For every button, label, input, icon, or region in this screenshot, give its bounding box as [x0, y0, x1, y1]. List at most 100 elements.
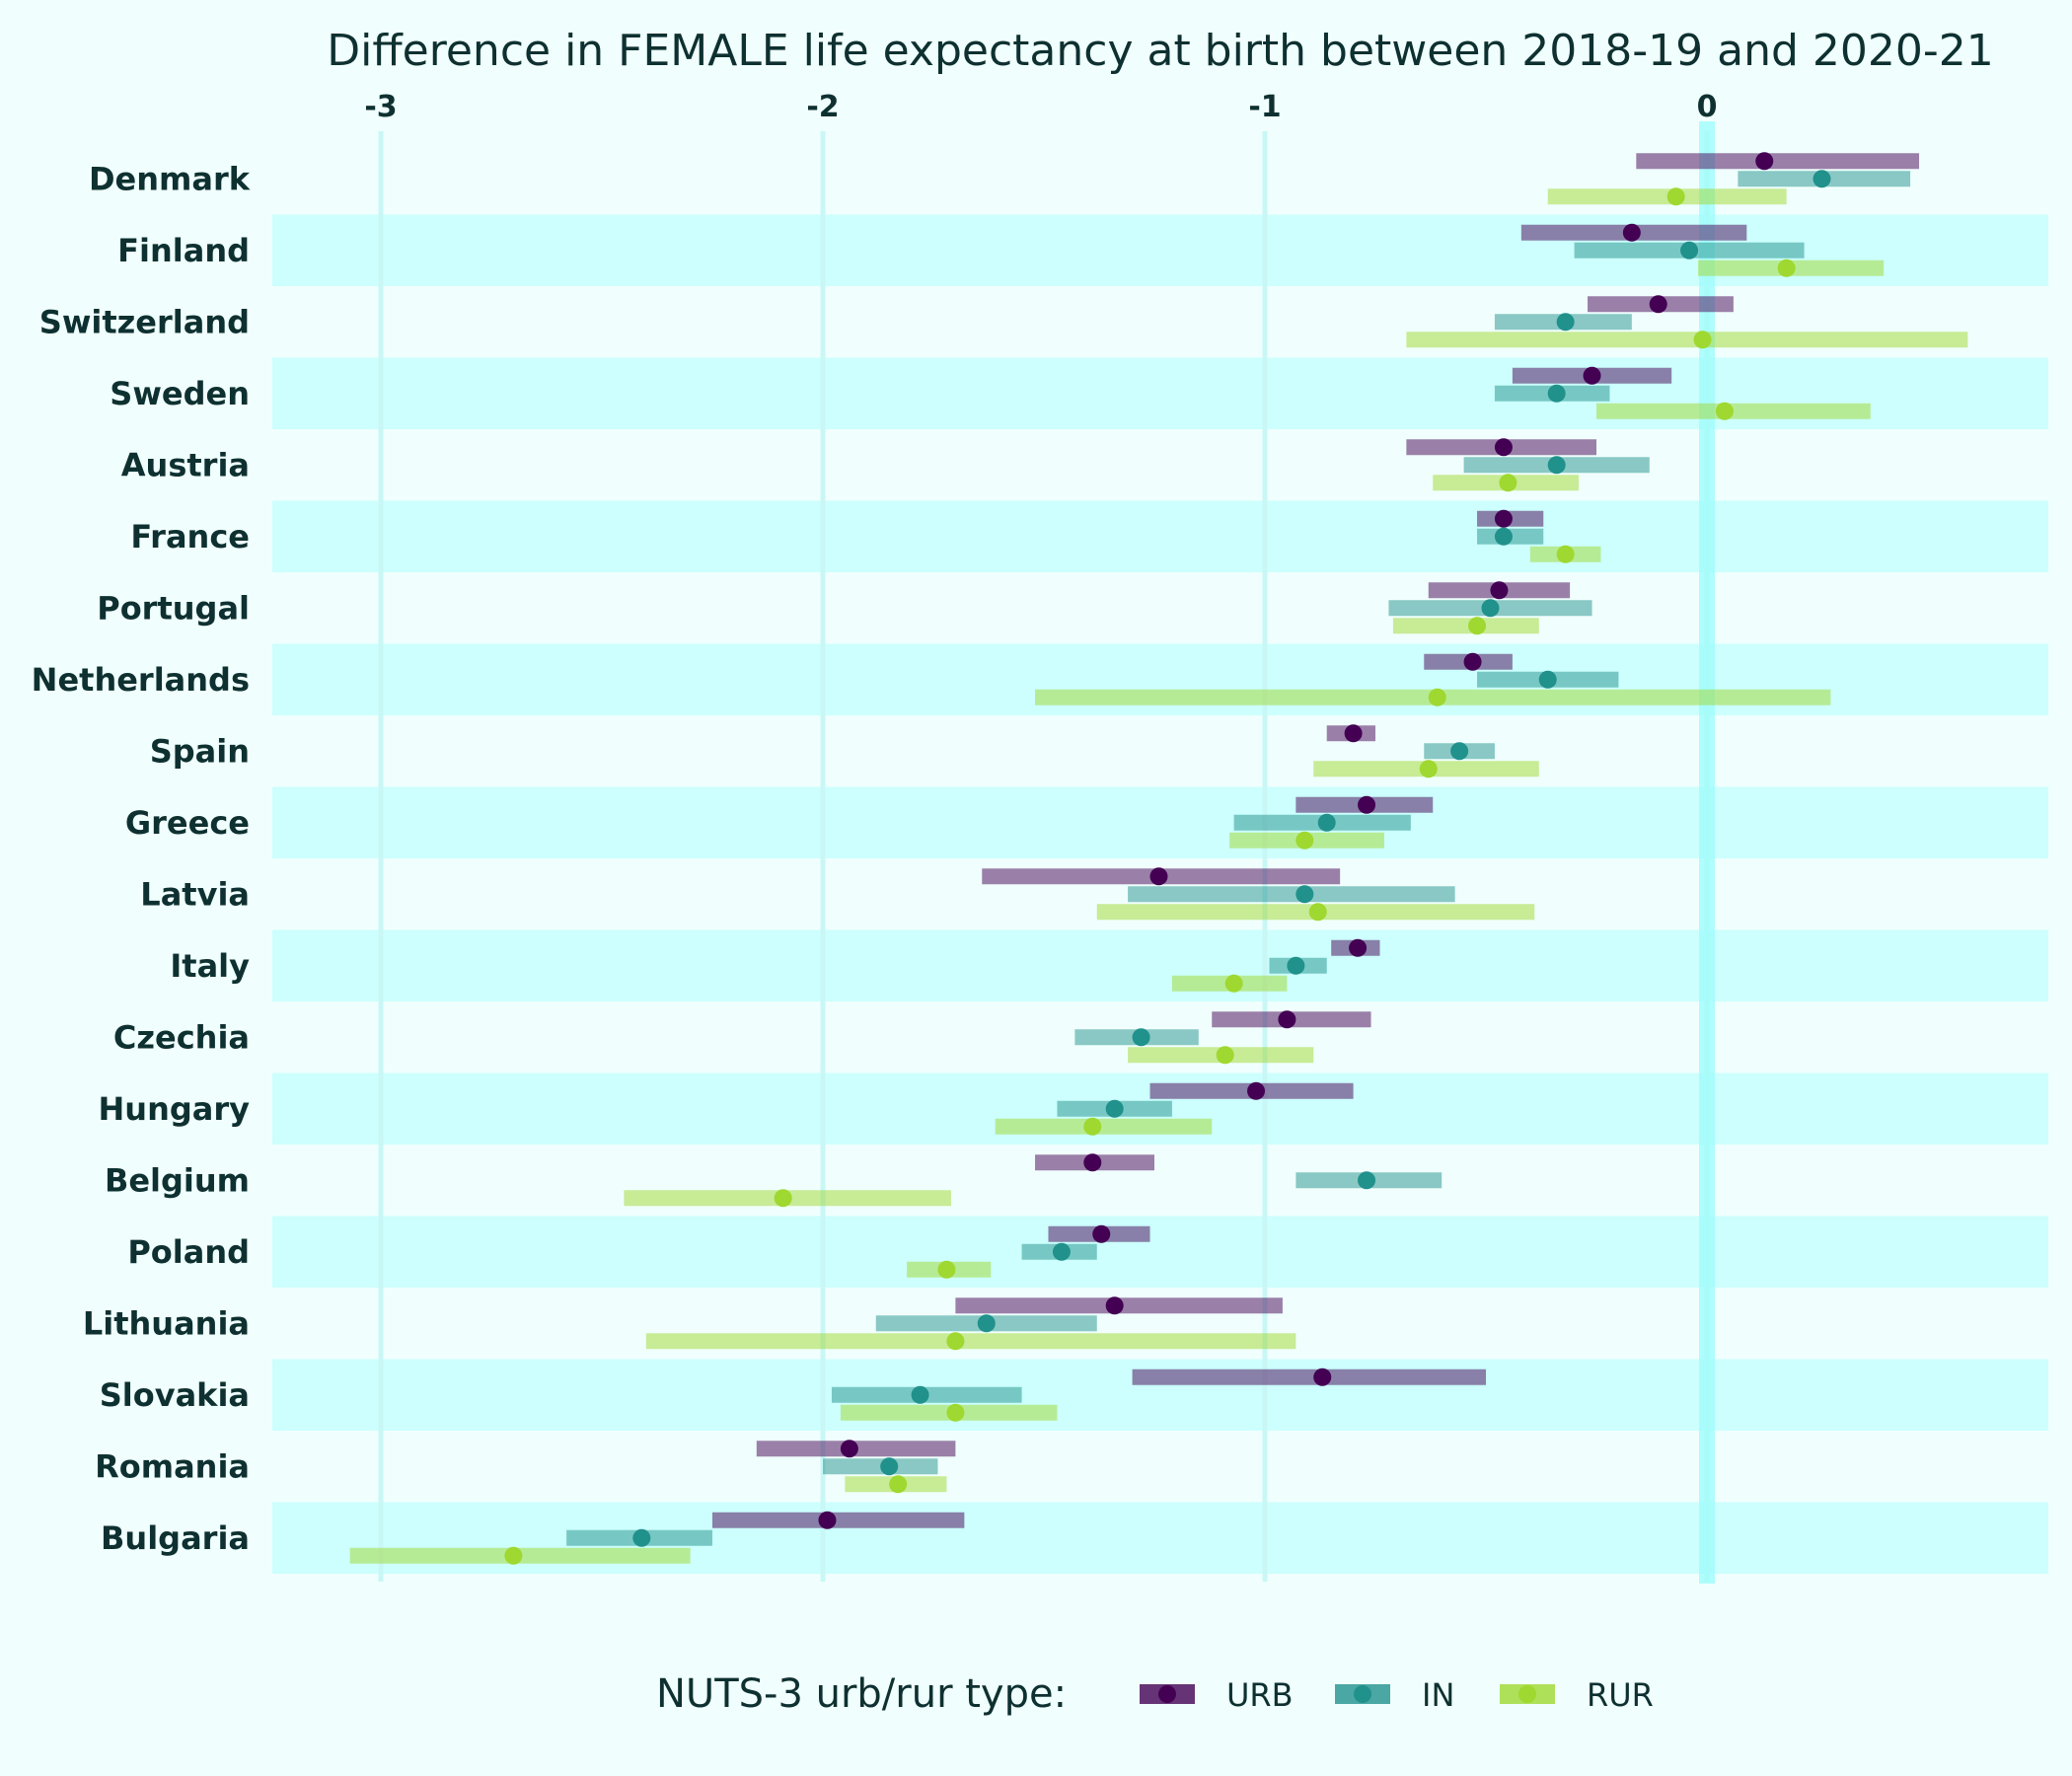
range-mark-urb	[1331, 938, 1380, 957]
range-mark-urb	[1588, 295, 1734, 314]
country-label: Finland	[117, 232, 250, 269]
median-dot	[1547, 456, 1566, 475]
range-mark-in	[1574, 241, 1805, 259]
legend-item-urb: URB	[1140, 1676, 1294, 1714]
median-dot	[977, 1314, 996, 1333]
legend-label: IN	[1422, 1676, 1454, 1714]
legend-title: NUTS-3 urb/rur type:	[656, 1671, 1067, 1717]
median-dot	[818, 1511, 837, 1529]
country-label: Belgium	[105, 1161, 250, 1199]
range-mark-urb	[1406, 438, 1596, 457]
median-dot	[1105, 1099, 1124, 1118]
median-dot	[1313, 1368, 1332, 1386]
country-label: Netherlands	[32, 661, 250, 699]
range-mark-rur	[1171, 974, 1288, 993]
range-mark-rur	[1406, 331, 1968, 349]
legend-label: RUR	[1587, 1676, 1654, 1714]
range-bar	[1132, 1369, 1486, 1385]
median-dot	[1105, 1296, 1124, 1315]
range-mark-in	[1494, 384, 1610, 403]
median-dot	[1499, 474, 1517, 492]
median-dot	[1083, 1117, 1102, 1136]
median-dot	[1247, 1081, 1266, 1100]
range-mark-in	[1269, 956, 1327, 975]
median-dot	[889, 1475, 908, 1494]
range-mark-rur	[845, 1475, 947, 1494]
range-bar	[645, 1333, 1296, 1350]
median-dot	[1083, 1153, 1102, 1172]
median-dot	[1494, 438, 1513, 457]
range-mark-in	[1738, 170, 1911, 188]
median-dot	[504, 1546, 523, 1565]
range-mark-in	[1074, 1028, 1199, 1047]
legend-item-in: IN	[1335, 1676, 1454, 1714]
median-dot	[1538, 670, 1557, 689]
median-dot	[1317, 813, 1336, 832]
range-bar	[1636, 153, 1920, 170]
range-mark-in	[823, 1457, 938, 1476]
median-dot	[1556, 545, 1575, 563]
range-mark-in	[1463, 456, 1650, 475]
range-mark-urb	[1295, 795, 1434, 814]
legend: NUTS-3 urb/rur type: URB IN RUR	[656, 1671, 1654, 1717]
range-mark-in	[1128, 885, 1455, 904]
median-dot	[1583, 366, 1601, 385]
zero-reference-line	[1699, 121, 1715, 1584]
median-dot	[1278, 1010, 1296, 1029]
median-dot	[1622, 223, 1641, 242]
median-dot	[1490, 581, 1509, 600]
country-label: Hungary	[99, 1090, 251, 1128]
country-label: Lithuania	[83, 1304, 250, 1342]
row-band	[272, 500, 2048, 572]
range-mark-rur	[645, 1332, 1296, 1351]
range-mark-urb	[1428, 581, 1571, 600]
country-label: Slovakia	[100, 1376, 250, 1414]
range-mark-rur	[995, 1117, 1213, 1136]
range-mark-rur	[1229, 831, 1384, 850]
median-dot	[1349, 938, 1368, 957]
country-label: Italy	[170, 947, 250, 985]
median-dot	[1344, 724, 1363, 743]
country-label: France	[130, 518, 250, 555]
range-mark-rur	[1433, 474, 1580, 492]
range-mark-rur	[1596, 402, 1871, 420]
x-tick-label: -3	[364, 90, 397, 124]
country-label: Poland	[127, 1233, 250, 1271]
median-dot	[880, 1457, 899, 1476]
range-mark-urb	[955, 1296, 1283, 1315]
x-axis-tick-labels: -3 -2 -1 0	[364, 90, 1717, 124]
country-label: Sweden	[110, 375, 250, 412]
legend-dot	[1354, 1685, 1371, 1703]
median-dot	[1693, 331, 1712, 349]
range-mark-rur	[624, 1189, 951, 1208]
range-mark-rur	[1313, 760, 1539, 778]
range-mark-urb	[1512, 366, 1672, 385]
row-band	[272, 786, 2048, 858]
median-dot	[1468, 617, 1487, 635]
range-mark-rur	[840, 1403, 1058, 1422]
range-bar	[712, 1512, 965, 1528]
range-mark-rur	[1096, 903, 1535, 922]
country-label: Switzerland	[39, 303, 250, 340]
legend-dot	[1518, 1685, 1536, 1703]
range-mark-in	[1388, 599, 1592, 618]
country-label: Spain	[150, 732, 250, 770]
range-mark-rur	[1392, 617, 1539, 635]
range-mark-rur	[1698, 259, 1885, 277]
range-mark-in	[875, 1314, 1097, 1333]
median-dot	[1777, 259, 1796, 277]
range-mark-urb	[1636, 152, 1920, 171]
median-dot	[1463, 652, 1482, 671]
country-label: Romania	[95, 1447, 250, 1485]
median-dot	[1358, 795, 1376, 814]
range-mark-urb	[982, 867, 1341, 886]
range-mark-in	[1477, 527, 1544, 546]
median-dot	[1715, 402, 1734, 420]
median-dot	[1419, 760, 1438, 778]
range-bar	[1128, 886, 1455, 903]
range-mark-in	[1424, 742, 1495, 761]
median-dot	[1556, 313, 1575, 332]
range-mark-urb	[1520, 223, 1747, 242]
range-mark-urb	[1048, 1224, 1150, 1243]
